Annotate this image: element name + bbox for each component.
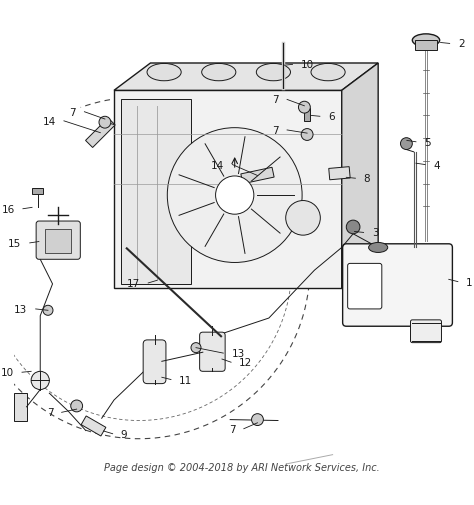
Text: 12: 12 bbox=[239, 358, 253, 368]
Circle shape bbox=[299, 102, 310, 114]
FancyBboxPatch shape bbox=[343, 244, 452, 327]
Text: 7: 7 bbox=[272, 126, 279, 136]
Text: 4: 4 bbox=[433, 160, 440, 170]
Text: 1: 1 bbox=[466, 277, 473, 287]
Polygon shape bbox=[329, 167, 350, 180]
Text: 13: 13 bbox=[231, 348, 245, 359]
Ellipse shape bbox=[147, 64, 181, 82]
Text: 16: 16 bbox=[1, 205, 15, 214]
Text: Page design © 2004-2018 by ARI Network Services, Inc.: Page design © 2004-2018 by ARI Network S… bbox=[104, 462, 379, 472]
Circle shape bbox=[43, 306, 53, 316]
Text: 9: 9 bbox=[121, 429, 128, 439]
Text: 14: 14 bbox=[43, 117, 56, 127]
Polygon shape bbox=[114, 64, 378, 91]
Circle shape bbox=[216, 177, 254, 215]
Text: 7: 7 bbox=[229, 424, 236, 434]
Text: 10: 10 bbox=[301, 60, 314, 70]
Text: 10: 10 bbox=[0, 368, 14, 377]
FancyBboxPatch shape bbox=[410, 320, 441, 343]
Ellipse shape bbox=[412, 35, 440, 47]
Polygon shape bbox=[81, 416, 106, 436]
Text: 3: 3 bbox=[372, 228, 378, 238]
Text: 15: 15 bbox=[9, 238, 21, 248]
Polygon shape bbox=[114, 91, 342, 289]
Ellipse shape bbox=[256, 64, 291, 82]
Circle shape bbox=[71, 400, 82, 412]
Circle shape bbox=[346, 221, 360, 234]
FancyBboxPatch shape bbox=[143, 340, 166, 384]
Ellipse shape bbox=[201, 64, 236, 82]
Bar bbox=[32, 189, 43, 194]
Circle shape bbox=[99, 117, 111, 129]
Polygon shape bbox=[241, 168, 274, 184]
Text: 7: 7 bbox=[47, 408, 54, 418]
Text: ARI: ARI bbox=[170, 216, 313, 289]
Text: 7: 7 bbox=[70, 108, 76, 118]
Ellipse shape bbox=[369, 243, 388, 253]
FancyBboxPatch shape bbox=[36, 222, 80, 260]
Text: 17: 17 bbox=[127, 278, 140, 288]
FancyBboxPatch shape bbox=[347, 264, 382, 310]
Text: 8: 8 bbox=[364, 174, 370, 184]
Text: 13: 13 bbox=[14, 305, 27, 314]
Text: 6: 6 bbox=[328, 112, 335, 122]
Circle shape bbox=[286, 201, 320, 236]
Text: 7: 7 bbox=[272, 95, 279, 105]
Circle shape bbox=[167, 128, 302, 263]
Bar bbox=[45, 230, 71, 254]
Bar bbox=[415, 41, 438, 50]
Text: 14: 14 bbox=[211, 160, 224, 170]
Bar bbox=[304, 109, 310, 122]
Circle shape bbox=[301, 129, 313, 141]
Polygon shape bbox=[342, 64, 378, 289]
Ellipse shape bbox=[311, 64, 345, 82]
Polygon shape bbox=[85, 119, 115, 148]
Text: 2: 2 bbox=[458, 39, 465, 49]
Bar bbox=[121, 100, 191, 284]
Circle shape bbox=[31, 372, 49, 390]
Circle shape bbox=[252, 414, 264, 426]
Circle shape bbox=[401, 138, 412, 150]
Bar bbox=[14, 393, 27, 421]
Text: 5: 5 bbox=[424, 137, 431, 147]
Text: 11: 11 bbox=[179, 375, 192, 385]
FancyBboxPatch shape bbox=[200, 332, 225, 372]
Circle shape bbox=[191, 343, 201, 353]
